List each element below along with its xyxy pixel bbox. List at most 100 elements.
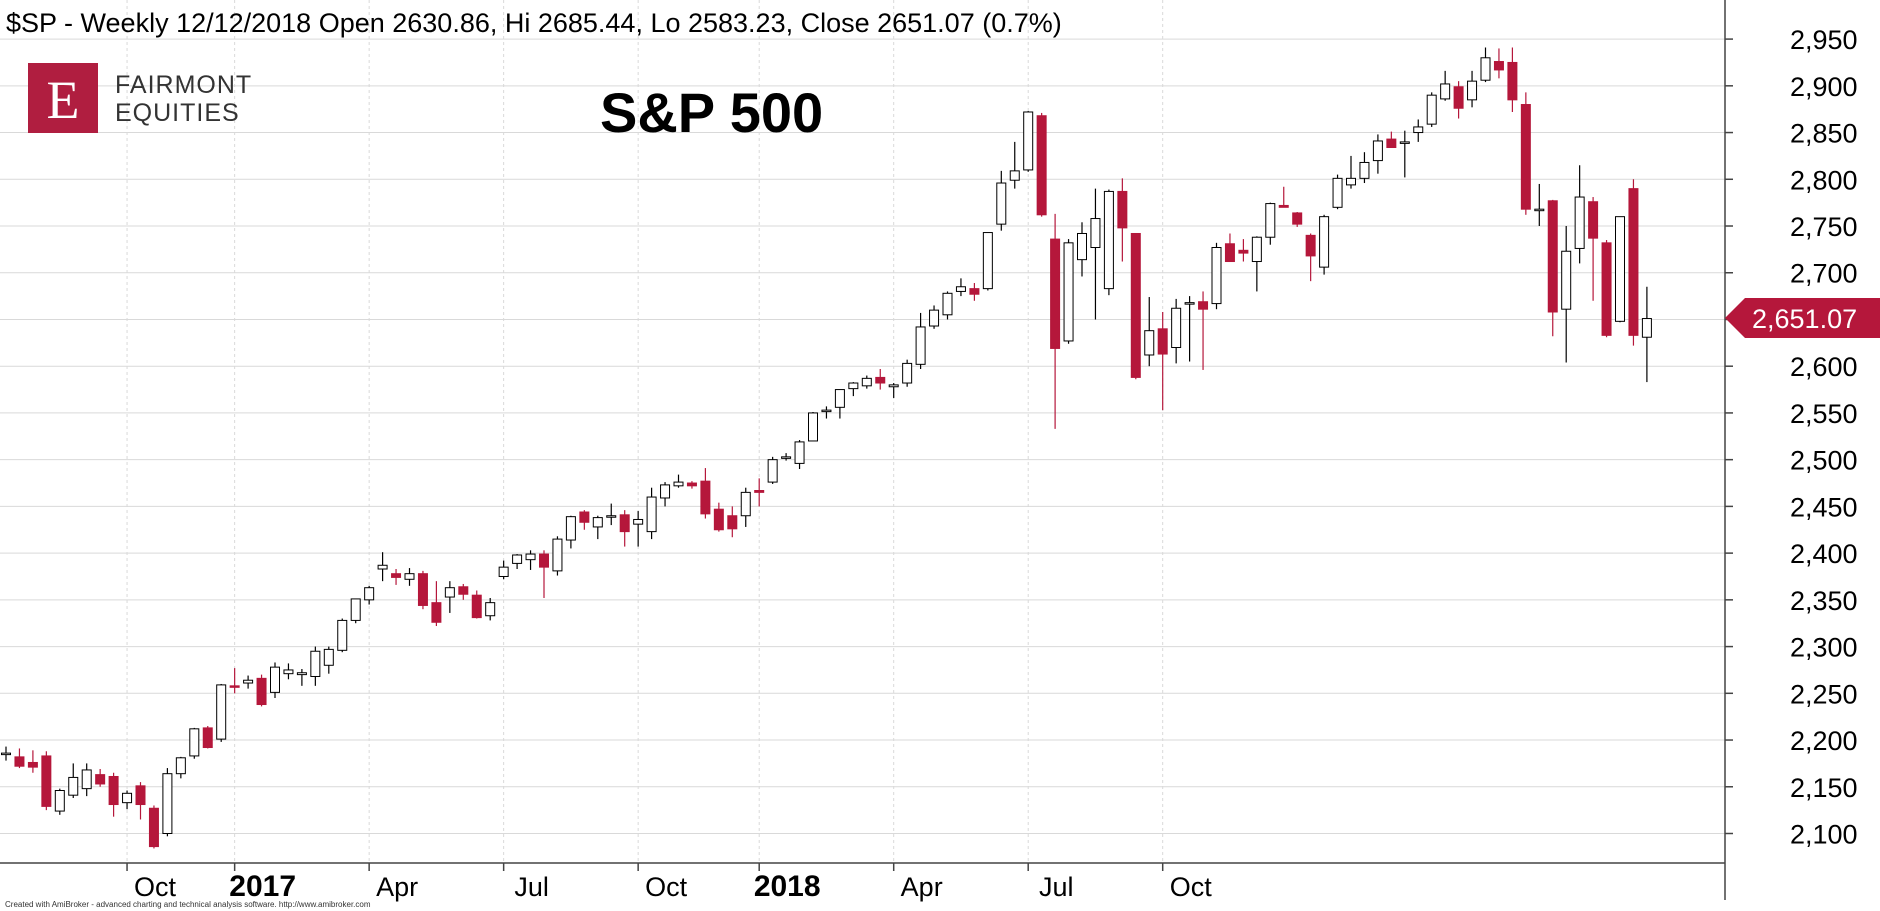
candle <box>1117 178 1128 262</box>
candle <box>955 278 966 297</box>
candle-body <box>1292 212 1303 225</box>
candle <box>1399 130 1410 178</box>
candle <box>1009 141 1020 189</box>
x-tick-label: Jul <box>1039 872 1074 902</box>
candle <box>1601 240 1612 338</box>
candle <box>525 550 536 570</box>
last-price-tag: 2,651.07 <box>1725 298 1880 338</box>
candle <box>942 291 953 320</box>
candle-body <box>471 594 482 619</box>
candle-body <box>1628 188 1639 336</box>
candle-body <box>1346 177 1356 186</box>
candle <box>861 375 872 389</box>
x-tick-label: 2018 <box>754 870 821 903</box>
candle-body <box>1265 203 1276 238</box>
candle <box>431 581 442 627</box>
candle-body <box>1359 161 1370 179</box>
candle <box>162 768 173 837</box>
candle-body <box>256 677 267 706</box>
candle <box>1332 174 1343 210</box>
candle-body <box>1561 250 1572 310</box>
candle-body <box>888 384 899 388</box>
candle <box>337 618 348 653</box>
candle-body <box>767 459 778 483</box>
candle-body <box>1090 218 1101 249</box>
candle <box>606 503 617 526</box>
candle <box>579 510 590 530</box>
y-tick-label: 2,550 <box>1790 399 1858 429</box>
candle <box>1588 197 1599 301</box>
candle <box>660 482 671 507</box>
candle <box>902 359 913 387</box>
candle <box>498 560 509 580</box>
candle-body <box>794 441 805 464</box>
candle-body <box>525 553 536 561</box>
candle <box>1534 183 1545 227</box>
candle <box>1493 48 1504 79</box>
logo-square <box>28 63 98 133</box>
candle <box>485 597 496 621</box>
x-tick-label: Apr <box>901 872 943 902</box>
candle-body <box>660 484 671 499</box>
candle-body <box>68 776 79 796</box>
candle-body <box>512 554 523 564</box>
candle <box>821 406 832 419</box>
candle-body <box>1440 83 1451 100</box>
candle-body <box>713 508 724 531</box>
candle-body <box>633 518 644 525</box>
candle-body <box>727 515 738 530</box>
candle <box>539 550 549 598</box>
candle-body <box>1077 232 1087 261</box>
x-tick-label: Oct <box>134 872 177 902</box>
candle-body <box>1426 94 1437 125</box>
y-tick-label: 2,600 <box>1790 352 1858 382</box>
candle <box>364 585 375 605</box>
candle <box>686 481 697 489</box>
candle <box>754 478 765 507</box>
last-price-tag-shape <box>1725 298 1880 338</box>
candle-body <box>444 587 455 598</box>
candle-body <box>1103 190 1114 290</box>
y-tick-label: 2,800 <box>1790 165 1858 195</box>
candle-body <box>431 602 442 623</box>
y-tick-label: 2,150 <box>1790 773 1858 803</box>
candle-body <box>1278 204 1289 208</box>
candle-body <box>1641 318 1652 338</box>
candle <box>848 382 859 397</box>
logo-letter: E <box>47 70 80 130</box>
candle <box>1157 311 1168 411</box>
chart-title: S&P 500 <box>600 81 823 144</box>
grid-layer <box>0 0 1725 863</box>
candle-body <box>1184 302 1195 305</box>
candle <box>1036 112 1047 217</box>
candle <box>1574 165 1585 264</box>
candle <box>565 515 576 549</box>
candle-body <box>700 480 711 515</box>
candle <box>122 790 133 810</box>
candle-body <box>1615 216 1625 322</box>
candle-body <box>1413 126 1424 134</box>
candle <box>1211 242 1222 310</box>
y-tick-label: 2,700 <box>1790 259 1858 289</box>
y-tick-label: 2,900 <box>1790 72 1858 102</box>
candle-body <box>834 389 845 408</box>
candles-layer <box>1 47 1652 849</box>
candle <box>767 456 778 484</box>
candle-body <box>337 619 348 651</box>
candle-body <box>754 490 765 493</box>
candle <box>1520 92 1531 215</box>
candle <box>1305 233 1316 282</box>
candle-body <box>1023 111 1034 171</box>
candle <box>619 510 630 547</box>
candle <box>283 663 294 680</box>
candle-body <box>270 666 280 693</box>
candle-body <box>673 481 684 487</box>
candle <box>323 646 334 674</box>
y-tick-label: 2,300 <box>1790 633 1858 663</box>
candle <box>404 568 415 586</box>
candle <box>1224 233 1235 263</box>
candle-body <box>1009 170 1020 181</box>
candle-body <box>686 482 697 487</box>
candle-body <box>1332 177 1343 208</box>
candle <box>1265 202 1276 245</box>
